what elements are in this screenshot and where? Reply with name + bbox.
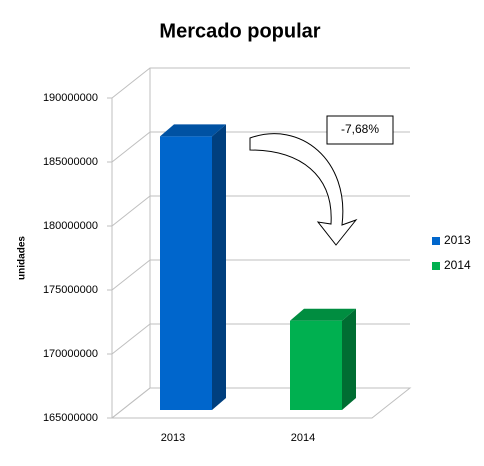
bar-side — [342, 308, 356, 410]
y-tick-label: 180000000 — [43, 220, 98, 232]
grid-line — [111, 67, 410, 99]
trend-arrow — [249, 133, 358, 246]
annotation-box — [326, 115, 394, 145]
legend-swatch — [432, 237, 440, 245]
bar — [290, 320, 342, 410]
grid-line — [111, 195, 410, 227]
y-axis-label: unidades — [17, 236, 28, 280]
legend-label: 2013 — [444, 233, 471, 247]
plot-area: 165000000 170000000 175000000 180000000 1850… — [43, 67, 412, 444]
chart-title: Mercado popular — [159, 20, 320, 42]
y-tick-label: 175000000 — [43, 284, 98, 296]
annotation: -7,68% — [341, 122, 379, 136]
legend-swatch — [432, 262, 440, 270]
x-tick-label: 2013 — [161, 432, 185, 444]
y-tick-label: 170000000 — [43, 348, 98, 360]
bar-top — [160, 124, 226, 137]
bar-side — [212, 124, 226, 411]
grid-line — [111, 259, 410, 291]
y-tick-label: 190000000 — [43, 92, 98, 104]
y-tick-label: 165000000 — [43, 412, 98, 424]
bar-top — [290, 308, 356, 321]
grid-line — [111, 131, 410, 163]
legend-label: 2014 — [444, 258, 471, 272]
bar — [160, 136, 212, 410]
x-tick-label: 2014 — [291, 432, 315, 444]
y-tick-label: 185000000 — [43, 156, 98, 168]
